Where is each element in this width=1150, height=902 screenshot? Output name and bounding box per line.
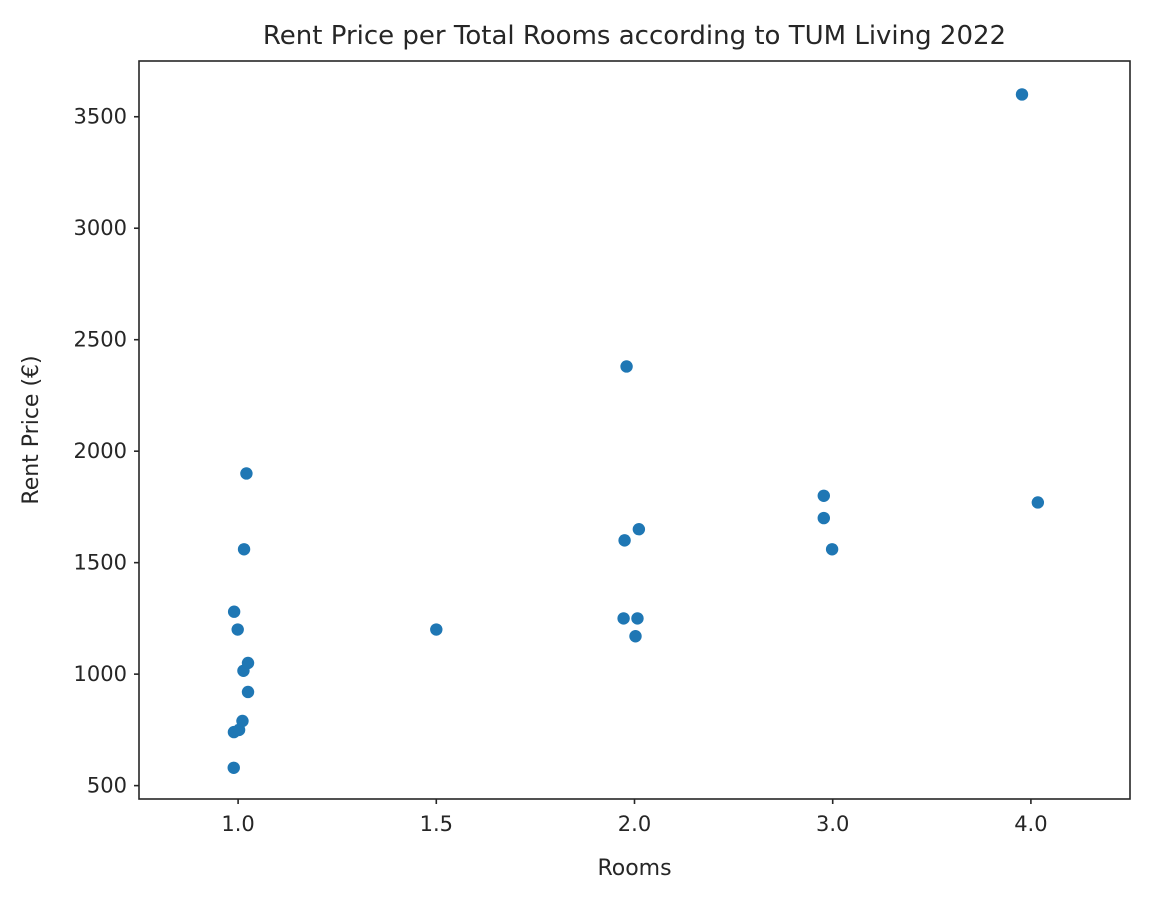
data-point (236, 714, 249, 728)
x-axis: 1.0 1.5 2.0 3.0 4.0 (221, 799, 1048, 836)
data-point (231, 623, 244, 636)
data-point (430, 623, 443, 636)
data-point (227, 605, 241, 618)
chart-title: Rent Price per Total Rooms according to … (263, 21, 1006, 51)
y-tick-label: 500 (87, 774, 127, 798)
plot-frame (138, 60, 1131, 800)
y-tick-label: 1000 (74, 662, 127, 686)
data-point (620, 360, 633, 373)
x-axis-label: Rooms (597, 856, 671, 881)
x-tick-label: 2.0 (618, 812, 651, 836)
data-point (241, 685, 255, 699)
data-point (817, 511, 830, 525)
data-point (631, 612, 644, 625)
x-tick-label: 3.0 (816, 812, 849, 836)
points-layer (227, 88, 1045, 774)
y-axis: 500 1000 1500 2000 2500 3000 3500 (74, 105, 139, 798)
y-tick-label: 2500 (74, 328, 127, 352)
y-tick-label: 2000 (74, 439, 127, 463)
data-point (632, 523, 646, 536)
data-point (1031, 496, 1045, 509)
data-point (825, 543, 839, 556)
x-tick-label: 1.0 (221, 812, 254, 836)
data-point (817, 489, 830, 502)
x-tick-label: 4.0 (1014, 812, 1047, 836)
y-tick-label: 1500 (74, 551, 127, 575)
y-axis-label: Rent Price (€) (19, 355, 44, 504)
x-tick-label: 1.5 (420, 812, 453, 836)
data-point (240, 467, 253, 480)
y-tick-label: 3500 (74, 105, 127, 129)
y-tick-label: 3000 (74, 216, 127, 240)
data-point (618, 534, 631, 547)
data-point (241, 656, 255, 670)
data-point (629, 630, 642, 643)
data-point (237, 543, 251, 556)
data-point (1015, 88, 1029, 101)
data-point (227, 761, 240, 774)
data-point (617, 612, 630, 625)
